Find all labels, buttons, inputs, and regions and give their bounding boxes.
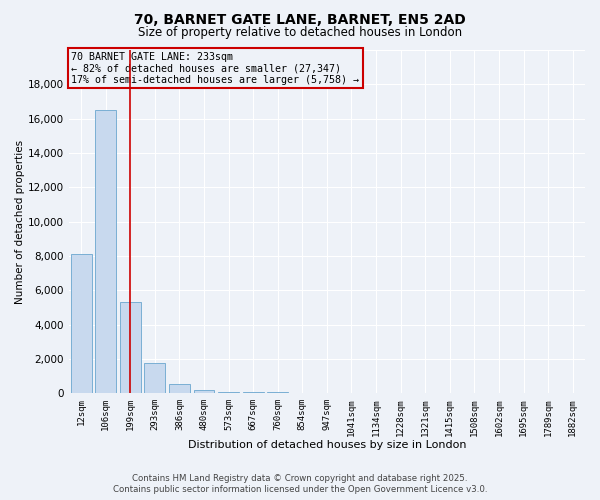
Bar <box>120 302 140 394</box>
Bar <box>267 392 288 394</box>
Bar <box>145 364 165 394</box>
Bar <box>218 392 239 394</box>
Bar <box>169 384 190 394</box>
Text: Contains HM Land Registry data © Crown copyright and database right 2025.
Contai: Contains HM Land Registry data © Crown c… <box>113 474 487 494</box>
Bar <box>71 254 92 394</box>
Text: 70, BARNET GATE LANE, BARNET, EN5 2AD: 70, BARNET GATE LANE, BARNET, EN5 2AD <box>134 12 466 26</box>
Bar <box>95 110 116 394</box>
Text: 70 BARNET GATE LANE: 233sqm
← 82% of detached houses are smaller (27,347)
17% of: 70 BARNET GATE LANE: 233sqm ← 82% of det… <box>71 52 359 85</box>
Bar <box>194 390 214 394</box>
Bar <box>242 392 263 394</box>
Text: Size of property relative to detached houses in London: Size of property relative to detached ho… <box>138 26 462 39</box>
Y-axis label: Number of detached properties: Number of detached properties <box>15 140 25 304</box>
X-axis label: Distribution of detached houses by size in London: Distribution of detached houses by size … <box>188 440 466 450</box>
